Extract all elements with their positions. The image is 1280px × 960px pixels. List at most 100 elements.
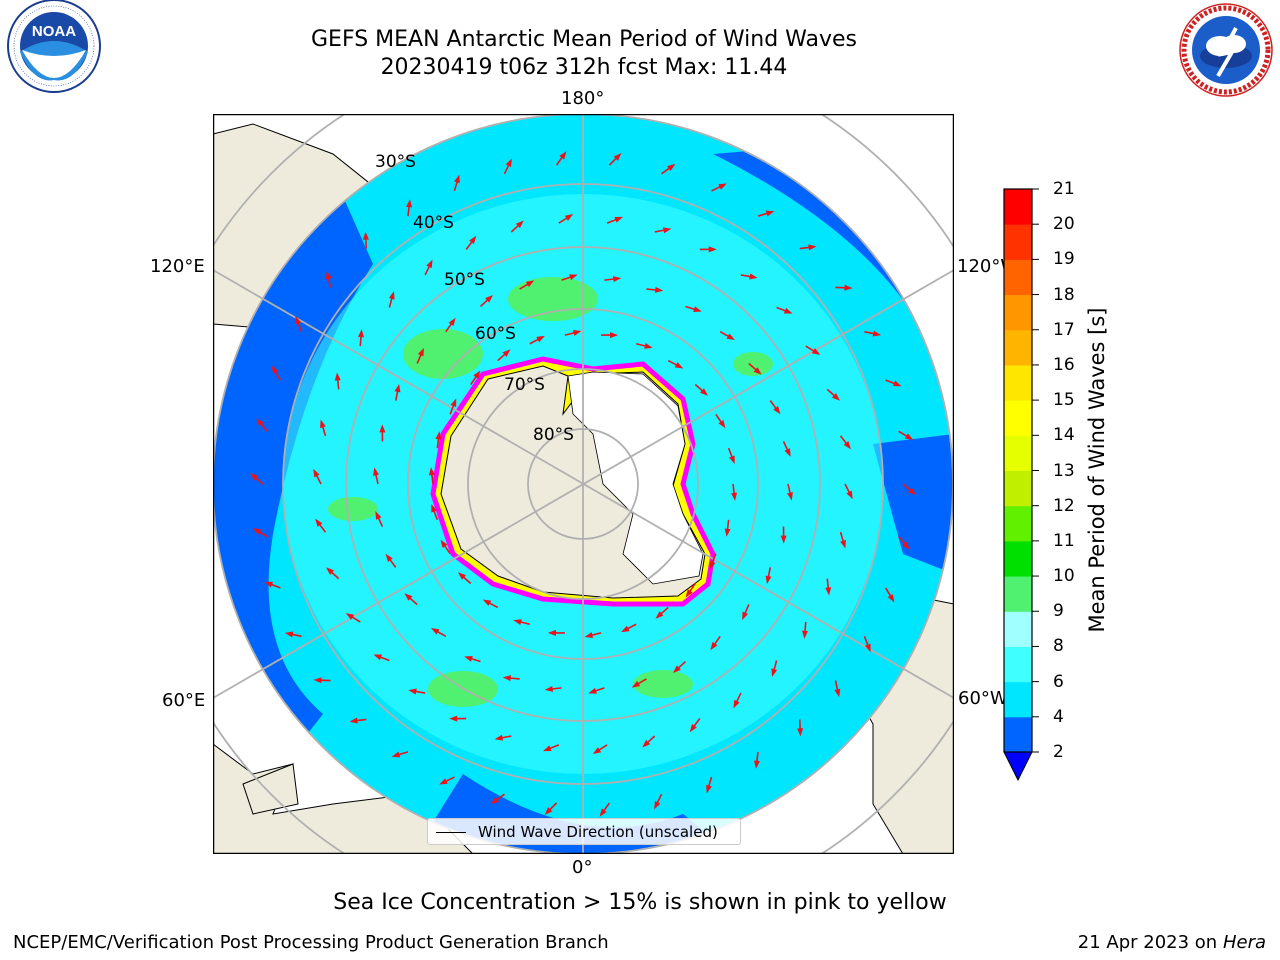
wind-wave-arrow-head xyxy=(543,745,552,752)
wind-wave-arrow-head xyxy=(614,216,623,223)
colorbar: 2 4 6 8 9 10 11 12 13 14 15 16 17 18 19 20 21 xyxy=(990,176,1190,796)
wind-wave-arrow-head xyxy=(765,575,772,585)
wind-wave-arrow-head xyxy=(379,424,386,433)
land-madagascar xyxy=(242,763,299,815)
colorbar-band xyxy=(1004,540,1032,577)
wind-wave-arrow-head xyxy=(349,717,358,724)
colorbar-band xyxy=(1004,329,1032,366)
noaa-wordmark: NOAA xyxy=(32,23,76,40)
wind-wave-arrow-head xyxy=(325,270,332,280)
wind-wave-arrow-head xyxy=(655,286,664,293)
colorbar-band xyxy=(1004,646,1032,683)
colorbar-tick-label: 12 xyxy=(1053,495,1075,516)
wind-wave-arrow-head xyxy=(844,284,853,291)
wind-wave-arrow-head xyxy=(515,220,524,229)
wind-wave-arrow-head xyxy=(544,685,553,692)
wind-wave-arrow-head xyxy=(904,433,914,440)
wind-wave-arrow-head xyxy=(271,365,279,374)
colorbar-band xyxy=(1004,611,1032,647)
wind-wave-arrow-head xyxy=(864,643,871,653)
colorbar-band xyxy=(1004,294,1032,331)
wind-wave-arrow-head xyxy=(388,291,395,300)
wind-wave-arrow-head xyxy=(742,611,749,621)
wind-wave-arrow-head xyxy=(391,751,401,758)
wind-wave-arrow-head xyxy=(724,528,731,537)
lat-label-40s: 40°S xyxy=(413,213,454,233)
wind-wave-arrow-head xyxy=(872,330,882,337)
wind-wave-arrow-head xyxy=(610,332,619,339)
wind-wave-arrow-head xyxy=(710,641,718,651)
colorbar-svg xyxy=(1003,188,1039,782)
lon-label-120e: 120°E xyxy=(150,256,205,277)
wind-wave-arrow-head xyxy=(765,210,775,217)
wind-wave-arrow-head xyxy=(569,274,578,281)
wind-wave-arrow-head xyxy=(464,655,473,662)
wind-wave-arrow-head xyxy=(559,151,567,160)
wind-wave-arrow-head xyxy=(892,380,902,387)
wind-wave-arrow-head xyxy=(450,398,457,407)
lon-label-0: 0° xyxy=(572,857,593,878)
west-antarctica-white xyxy=(567,371,704,585)
wind-wave-arrow-head xyxy=(264,581,274,588)
wind-wave-arrow-head xyxy=(644,342,653,349)
wind-wave-arrow-head xyxy=(404,593,413,601)
wind-wave-arrow-head xyxy=(825,587,832,596)
wind-wave-arrow-head xyxy=(832,393,840,401)
wind-wave-arrow-head xyxy=(505,158,512,168)
wind-wave-arrow-head xyxy=(846,490,853,500)
wind-wave-arrow-head xyxy=(787,492,793,501)
wind-wave-arrow-head xyxy=(394,383,401,393)
wind-wave-arrow-head xyxy=(907,487,917,495)
wind-wave-arrow-head xyxy=(362,231,369,240)
lat-label-30s: 30°S xyxy=(375,152,416,172)
colorbar-tick-label: 19 xyxy=(1053,249,1075,270)
colorbar-band xyxy=(1004,576,1032,612)
wind-wave-arrow-head xyxy=(375,511,382,520)
wind-wave-arrow-head xyxy=(667,163,676,171)
wind-wave-arrow-head xyxy=(599,808,607,817)
wind-wave-arrow-head xyxy=(408,688,417,695)
colorbar-tick-label: 6 xyxy=(1053,671,1064,692)
wind-wave-arrow-head xyxy=(689,723,697,733)
wind-wave-arrow-head xyxy=(783,307,793,314)
colorbar-tick-label: 21 xyxy=(1053,179,1075,199)
wind-wave-arrow-head xyxy=(840,539,846,549)
footer-host: Hera xyxy=(1222,932,1266,953)
colorbar-tick-label: 9 xyxy=(1053,601,1064,622)
colorbar-tick-label: 10 xyxy=(1053,566,1075,587)
wind-wave-arrow-head xyxy=(256,418,264,427)
wind-wave-arrow-head xyxy=(802,630,808,639)
lat-label-50s: 50°S xyxy=(444,270,485,290)
wind-wave-arrow-head xyxy=(440,539,448,549)
wind-wave-arrow-head xyxy=(406,199,413,208)
wind-wave-arrow-head xyxy=(373,654,383,661)
wind-wave-arrow-head xyxy=(454,174,460,184)
wind-wave-arrow-head xyxy=(525,280,535,288)
lon-label-180: 180° xyxy=(561,88,605,109)
wind-wave-arrow-head xyxy=(373,467,379,476)
wind-wave-arrow-head xyxy=(811,348,821,355)
wind-wave-arrow-head xyxy=(435,431,442,440)
wind-wave-arrow-head xyxy=(706,784,712,794)
wind-wave-arrow-head xyxy=(473,370,481,379)
footer-date-text: 21 Apr 2023 on xyxy=(1077,932,1223,953)
colorbar-tick-label: 8 xyxy=(1053,636,1064,657)
polar-map: 30°S 40°S 50°S 60°S 70°S 80°S xyxy=(213,114,954,854)
colorbar-tick-label: 15 xyxy=(1053,390,1075,411)
wind-wave-arrow-head xyxy=(672,665,681,674)
wind-wave-arrows xyxy=(249,151,917,817)
colorbar-tick-label: 16 xyxy=(1053,354,1075,375)
wind-wave-arrow-head xyxy=(797,728,804,737)
wind-wave-arrow-head xyxy=(313,468,320,478)
wind-wave-arrow-head xyxy=(426,259,433,269)
wind-wave-arrow-head xyxy=(428,467,435,476)
lat-label-60s: 60°S xyxy=(475,324,516,344)
wind-wave-arrow-head xyxy=(485,294,494,303)
colorbar-band xyxy=(1004,189,1032,225)
colorbar-label: Mean Period of Wind Waves [s] xyxy=(1085,307,1109,633)
wind-wave-arrow-head xyxy=(718,183,727,190)
colorbar-band xyxy=(1004,681,1032,718)
wind-wave-arrow-head xyxy=(252,528,262,535)
colorbar-band xyxy=(1004,224,1032,260)
wind-wave-arrow-head xyxy=(502,349,511,357)
